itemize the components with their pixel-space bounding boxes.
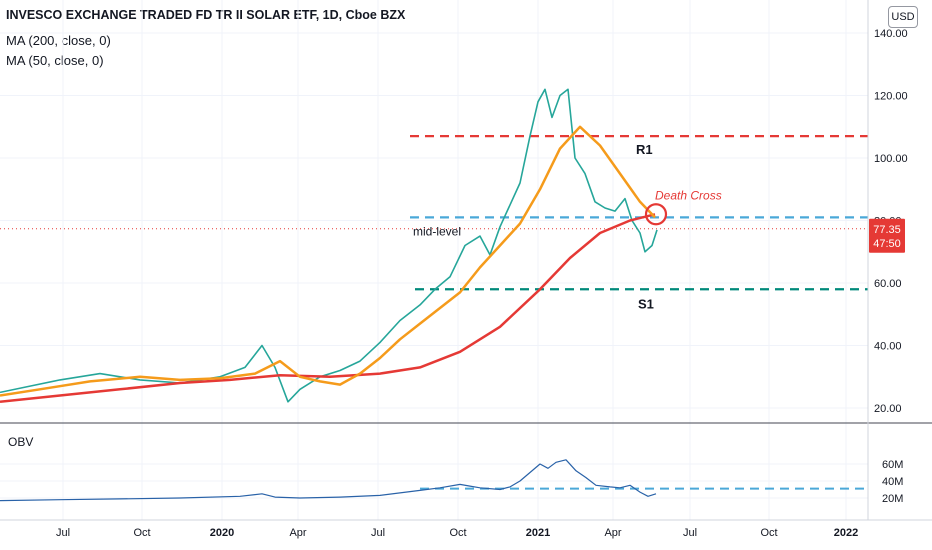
time-tick-label: Oct xyxy=(449,527,466,539)
obv-tick-label: 40M xyxy=(882,476,903,488)
price-tick-label: 140.00 xyxy=(874,28,908,40)
series-lines xyxy=(0,88,658,502)
chart-title: INVESCO EXCHANGE TRADED FD TR II SOLAR E… xyxy=(6,8,406,22)
annotations: R1 S1 mid-level Death Cross OBV 77.35 47:50 xyxy=(8,142,905,449)
time-tick-label: Oct xyxy=(760,527,777,539)
obv-tick-label: 20M xyxy=(882,493,903,505)
grid-lines xyxy=(0,0,868,520)
time-tick-label: 2020 xyxy=(210,527,234,539)
last-price-badge xyxy=(869,218,905,253)
death-cross-circle xyxy=(644,203,668,226)
time-tick-label: Jul xyxy=(56,527,70,539)
indicator-ma50-label[interactable]: MA (50, close, 0) xyxy=(6,53,104,68)
ma200-series-line xyxy=(0,213,656,404)
time-tick-label: Jul xyxy=(683,527,697,539)
price-tick-label: 40.00 xyxy=(874,341,902,353)
last-price-value: 77.35 xyxy=(873,224,901,236)
time-tick-label: Apr xyxy=(289,527,306,539)
time-tick-label: 2021 xyxy=(526,527,550,539)
time-tick-label: Jul xyxy=(371,527,385,539)
price-series-line xyxy=(0,88,658,403)
time-tick-label: Oct xyxy=(133,527,150,539)
bar-countdown: 47:50 xyxy=(873,238,901,250)
price-tick-label: 100.00 xyxy=(874,153,908,165)
obv-label: OBV xyxy=(8,435,33,449)
currency-button[interactable]: USD xyxy=(888,6,918,28)
ma50-series-line xyxy=(0,125,656,397)
price-tick-label: 60.00 xyxy=(874,278,902,290)
price-tick-label: 20.00 xyxy=(874,403,902,415)
label-r1: R1 xyxy=(636,142,653,157)
death-cross-label: Death Cross xyxy=(655,188,722,202)
time-tick-label: 2022 xyxy=(834,527,858,539)
obv-series-line xyxy=(0,459,657,502)
indicator-ma200-label[interactable]: MA (200, close, 0) xyxy=(6,33,111,48)
price-tick-label: 120.00 xyxy=(874,91,908,103)
label-s1: S1 xyxy=(638,296,654,311)
obv-tick-label: 60M xyxy=(882,459,903,471)
label-mid-level: mid-level xyxy=(413,224,461,238)
time-tick-label: Apr xyxy=(604,527,621,539)
